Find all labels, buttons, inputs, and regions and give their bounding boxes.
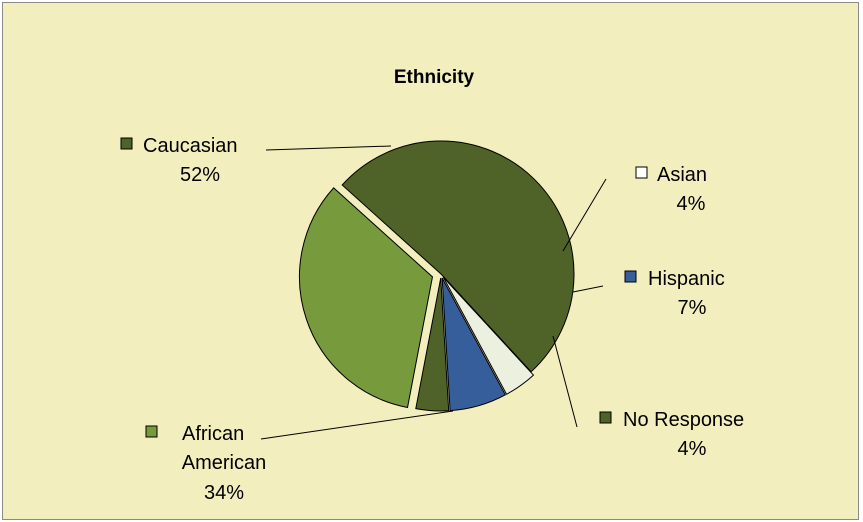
legend-key-asian	[635, 166, 648, 179]
pie-slice-hispanic	[441, 277, 507, 412]
slice-label-hispanic: Hispanic	[648, 268, 725, 290]
pie-slice-caucasian	[341, 140, 575, 373]
pie-slice-asian	[442, 276, 535, 395]
slice-label-no-response: No Response	[623, 409, 744, 431]
slice-label-african-american: American	[182, 452, 266, 474]
leader-line-asian	[562, 178, 607, 252]
leader-line-no-response	[552, 335, 578, 428]
slice-label-caucasian: Caucasian	[143, 135, 238, 157]
slice-label-african-american: African	[182, 423, 244, 445]
leader-line-african-american	[260, 410, 454, 440]
ethnicity-pie-chart: Ethnicity Caucasian 52% Asian 4% Hispanic 7% N…	[120, 67, 744, 504]
slice-percent-hispanic: 7%	[678, 297, 707, 319]
pie-slice-no-response	[415, 277, 450, 412]
legend-key-hispanic	[624, 270, 637, 283]
leader-line-caucasian	[265, 145, 392, 151]
leader-line-hispanic	[572, 285, 604, 293]
slice-percent-asian: 4%	[677, 193, 706, 215]
legend-key-no-response	[599, 411, 612, 424]
slice-percent-no-response: 4%	[678, 438, 707, 460]
slice-percent-african-american: 34%	[204, 482, 244, 504]
slice-label-asian: Asian	[657, 164, 707, 186]
chart-title: Ethnicity	[394, 67, 475, 88]
pie-slice-african-american	[299, 187, 434, 409]
legend-key-caucasian	[120, 137, 133, 150]
slice-percent-caucasian: 52%	[180, 164, 220, 186]
legend-key-african-american	[145, 425, 158, 438]
